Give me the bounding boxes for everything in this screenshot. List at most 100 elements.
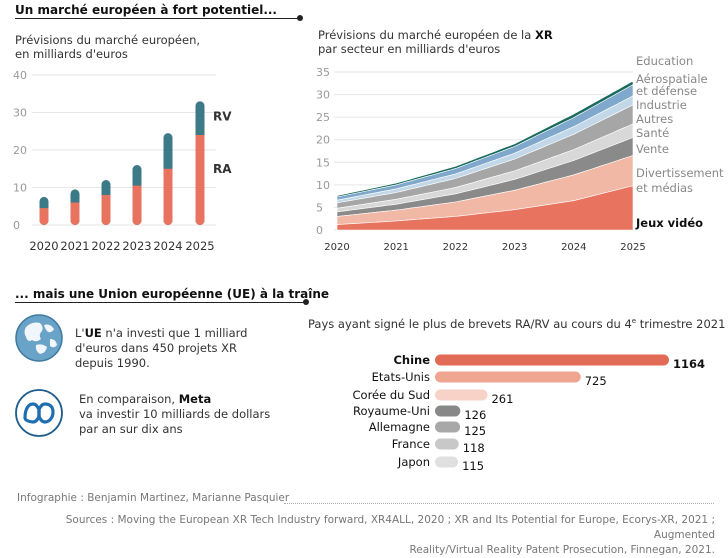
bar [435,405,461,417]
legend-label: Aérospatiale [636,72,708,86]
legend-rv: RV [213,109,232,123]
bar-ra-cap [195,135,205,140]
bar-ra [132,185,142,225]
x-tick-label: 2022 [91,239,120,253]
legend-label: Jeux vidéo [635,216,703,230]
bar-category-label: Allemagne [369,420,430,434]
x-tick-label: 2021 [60,239,89,253]
section-rule [15,302,305,303]
y-tick-label: 10 [316,179,330,192]
bar-ra-cap [163,168,173,174]
x-tick-label: 2020 [324,242,349,253]
globe-europe-icon [15,314,63,362]
bar-ra-cap [132,185,142,191]
eu-line3: depuis 1990. [75,356,150,370]
chart1-stacked-bar: 0 10 20 30 40 2020 2021 2022 2023 2024 2025 RV RA [13,69,232,253]
chart2-title-prefix: Prévisions du marché européen de la [318,28,535,42]
y-tick-label: 20 [13,144,27,157]
bar-category-label: Japon [397,455,430,469]
bar-value-label: 115 [462,459,484,473]
bar-ra [163,168,173,225]
bar-category-label: Etats-Unis [372,370,430,384]
bar-category-label: Corée du Sud [353,388,430,402]
bar-ra-cap [39,208,49,214]
y-tick-label: 30 [13,107,27,120]
bar-value-label: 1164 [673,357,705,371]
bar-ra-cap [101,195,111,200]
chart1-title-line1: Prévisions du marché européen, [15,33,201,47]
y-tick-label: 35 [316,66,330,79]
bar [435,438,459,450]
chart1-title: Prévisions du marché européen, en millia… [15,33,200,61]
sources: Sources : Moving the European XR Tech In… [30,513,715,558]
meta-line3: par an sur dix ans [79,422,183,436]
legend-label: Industrie [636,98,687,112]
x-tick-label: 2023 [122,239,151,253]
bar [435,456,459,468]
x-tick-label: 2020 [29,239,58,253]
eu-bold: UE [84,326,102,340]
legend-label: et défense [636,84,697,98]
chart2-title: Prévisions du marché européen de la XR p… [318,28,553,56]
meta-bold: Meta [178,392,212,406]
bar-value-label: 125 [464,424,486,438]
chart3-horizontal-bar: Chine 1164 Etats-Unis 725 Corée du Sud 261 Roy… [353,353,706,473]
y-tick-label: 25 [316,111,330,124]
area-jeux-vid-o [336,185,634,231]
meta-prefix: En comparaison, [79,392,179,406]
sources-line2: Reality/Virtual Reality Patent Prosecuti… [409,544,715,556]
bar [435,389,488,401]
section-title-market: Un marché européen à fort potentiel... [15,3,277,17]
x-tick-label: 2021 [383,242,408,253]
eu-line2: d'euros dans 450 projets XR [75,341,237,355]
bar-value-label: 725 [585,374,607,388]
legend-label: Santé [636,126,669,140]
y-tick-label: 10 [13,182,27,195]
eu-prefix: L' [75,326,85,340]
bar-category-label: Royaume-Uni [353,404,430,418]
y-tick-label: 20 [316,134,330,147]
bar-value-label: 261 [491,392,513,406]
x-tick-label: 2023 [502,242,527,253]
bar [435,421,461,433]
x-tick-label: 2024 [153,239,182,253]
section-rule-dot [303,299,309,305]
legend-label: et médias [636,181,693,195]
meta-logo-icon [15,389,63,437]
chart3-title: Pays ayant signé le plus de brevets RA/R… [308,316,726,331]
bar-category-label: Chine [393,353,430,367]
y-tick-label: 0 [13,219,20,232]
y-tick-label: 5 [316,201,323,214]
bar [435,371,581,383]
bar-value-label: 118 [463,441,485,455]
credits-dotted-rule [284,503,714,504]
y-tick-label: 30 [316,89,330,102]
chart2-title-line2: par secteur en milliards d'euros [318,42,501,56]
eu-line1-rest: n'a investi que 1 milliard [101,326,248,340]
bar-ra-cap [70,202,80,208]
y-tick-label: 40 [13,69,27,82]
legend-label: Education [636,54,693,68]
meta-investment-text: En comparaison, Meta va investir 10 mill… [79,392,270,437]
x-tick-label: 2025 [620,242,645,253]
x-tick-label: 2025 [185,239,214,253]
bar-ra [101,195,111,225]
section-rule-dot [297,15,303,21]
legend-ra: RA [213,162,232,176]
legend-label: Divertissement [636,166,724,180]
meta-line2: va investir 10 milliards de dollars [79,407,271,421]
chart1-title-line2: en milliards d'euros [15,47,128,61]
bar [435,354,669,366]
bar-ra [70,202,80,225]
chart2-title-bold: XR [534,28,553,42]
sources-line1: Sources : Moving the European XR Tech In… [65,514,715,541]
bar-ra [195,135,205,225]
eu-investment-text: L'UE n'a investi que 1 milliard d'euros … [75,326,247,371]
bar-value-label: 126 [464,408,486,422]
section-title-eu: ... mais une Union européenne (UE) à la … [15,287,330,301]
section-rule [15,18,299,19]
legend-label: Vente [636,142,669,156]
credits: Infographie : Benjamin Martinez, Mariann… [17,492,290,504]
x-tick-label: 2022 [443,242,468,253]
